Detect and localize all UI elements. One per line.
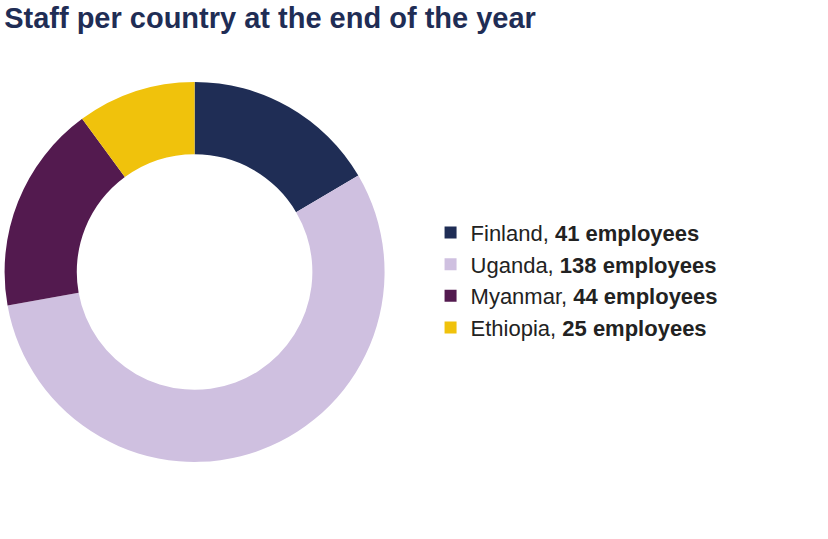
- svg-text:Uganda, 138 employees: Uganda, 138 employees: [471, 253, 717, 278]
- svg-text:Staff per country at the end o: Staff per country at the end of the year: [4, 2, 536, 34]
- svg-text:Finland, 41 employees: Finland, 41 employees: [471, 221, 700, 246]
- svg-text:Ethiopia, 25 employees: Ethiopia, 25 employees: [471, 316, 707, 341]
- svg-text:Myanmar, 44 employees: Myanmar, 44 employees: [471, 284, 718, 309]
